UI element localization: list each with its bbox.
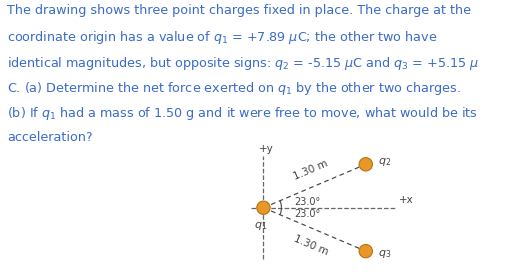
Text: +x: +x xyxy=(398,195,413,205)
Text: coordinate origin has a value of $q_1$ = +7.89 $\mu$C; the other two have: coordinate origin has a value of $q_1$ =… xyxy=(7,29,437,46)
Text: 1.30 m: 1.30 m xyxy=(292,158,329,182)
Text: +y: +y xyxy=(259,144,274,154)
Text: (b) If $q_1$ had a mass of 1.50 g and it were free to move, what would be its: (b) If $q_1$ had a mass of 1.50 g and it… xyxy=(7,105,478,122)
Text: $q_2$: $q_2$ xyxy=(377,156,391,168)
Circle shape xyxy=(359,245,372,258)
Text: C. (a) Determine the net force exerted on $q_1$ by the other two charges.: C. (a) Determine the net force exerted o… xyxy=(7,80,461,97)
Text: 23.0°: 23.0° xyxy=(294,209,321,219)
Text: The drawing shows three point charges fixed in place. The charge at the: The drawing shows three point charges fi… xyxy=(7,4,471,17)
Circle shape xyxy=(359,158,372,171)
Text: $q_3$: $q_3$ xyxy=(377,248,391,260)
Text: 1.30 m: 1.30 m xyxy=(292,234,329,257)
Text: 23.0°: 23.0° xyxy=(294,197,321,207)
Text: $q_1$: $q_1$ xyxy=(254,220,268,232)
Text: identical magnitudes, but opposite signs: $q_2$ = -5.15 $\mu$C and $q_3$ = +5.15: identical magnitudes, but opposite signs… xyxy=(7,55,479,72)
Circle shape xyxy=(257,201,270,214)
Text: acceleration?: acceleration? xyxy=(7,131,92,144)
